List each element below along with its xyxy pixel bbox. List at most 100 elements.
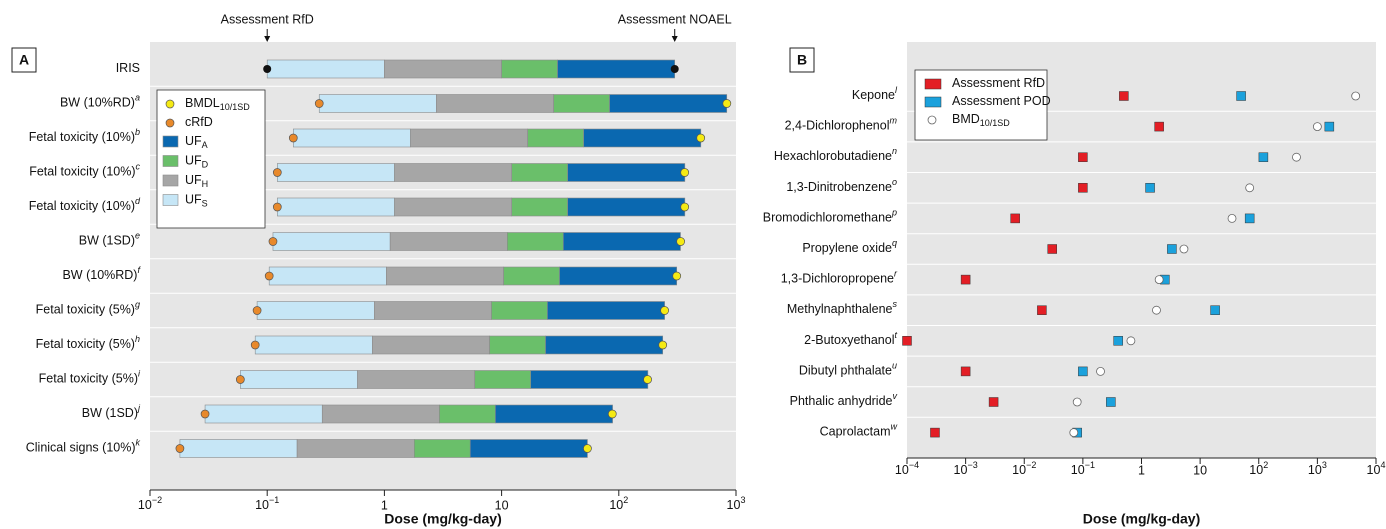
category-label: BW (1SD)j [82, 403, 141, 420]
category-note: s [893, 300, 898, 310]
uf-segment [491, 301, 548, 320]
legend-swatch [924, 78, 942, 90]
category-label: Caprolactamw [820, 422, 898, 439]
legend-label-main: cRfD [185, 115, 213, 129]
x-tick-label: 1 [381, 498, 388, 512]
tick-base: 10 [609, 498, 623, 512]
category-label: Methylnaphthalenes [787, 300, 898, 317]
marker-dot [268, 237, 278, 246]
uf-segment [394, 197, 513, 217]
square-marker [1113, 336, 1123, 346]
category-label: 2-Butoxyethanolt [804, 330, 897, 347]
square-marker [1037, 305, 1047, 315]
category-name: Fetal toxicity (5%) [36, 337, 135, 351]
uf-segment [436, 94, 554, 113]
x-tick-label: 10 [1193, 463, 1207, 477]
uf-segment [357, 370, 476, 389]
marker-dot [676, 237, 685, 246]
tick-exponent: 3 [1322, 460, 1327, 470]
legend-label-main: UF [185, 193, 202, 207]
arrow-head [671, 36, 678, 42]
legend-label-sub: H [202, 179, 209, 189]
x-tick-label: 103 [727, 495, 746, 512]
uf-segment [527, 128, 584, 148]
uf-segment [553, 94, 610, 113]
category-note: j [137, 403, 141, 413]
marker-dot [200, 409, 210, 419]
category-name: BW (10%RD) [62, 268, 137, 282]
uf-segment [547, 301, 665, 320]
category-name: Clinical signs (10%) [26, 441, 136, 455]
tick-base: 10 [138, 498, 152, 512]
uf-segment [373, 301, 492, 320]
uf-segment [386, 266, 504, 286]
x-tick-label: 102 [1249, 460, 1268, 477]
square-marker [1167, 244, 1177, 254]
dot-marker [1152, 305, 1161, 315]
assessment-dot [670, 65, 679, 73]
category-name: Bromodichloromethane [763, 211, 892, 225]
x-axis-title: Dose (mg/kg-day) [1083, 511, 1200, 527]
category-name: Propylene oxide [802, 241, 892, 255]
category-label: Fetal toxicity (5%)i [39, 369, 141, 386]
x-tick-label: 10−4 [895, 460, 919, 477]
category-name: Fetal toxicity (10%) [29, 130, 135, 144]
dot-marker [1351, 91, 1361, 101]
category-name: Hexachlorobutadiene [774, 149, 892, 163]
tick-base: 10 [1012, 463, 1026, 477]
panel-box [789, 47, 815, 73]
tick-base: 10 [954, 463, 968, 477]
legend-swatch [162, 194, 179, 206]
category-label: BW (1SD)e [79, 231, 140, 248]
category-label: Dibutyl phthalateu [799, 361, 897, 378]
tick-exponent: 3 [740, 495, 745, 505]
dot-marker [1245, 183, 1255, 193]
legend-label-sub: S [202, 199, 208, 209]
uf-segment [557, 59, 676, 79]
category-name: 1,3-Dinitrobenzene [786, 180, 892, 194]
category-note: r [894, 269, 898, 279]
uf-segment [318, 94, 437, 113]
x-tick-label: 10−2 [138, 495, 162, 512]
legend-label-sub: 10/1SD [220, 102, 251, 112]
square-marker [930, 427, 940, 438]
uf-segment [530, 370, 649, 389]
uf-segment [384, 59, 502, 79]
category-name: Fetal toxicity (5%) [39, 372, 138, 386]
uf-segment [559, 266, 678, 286]
square-marker [988, 397, 999, 407]
uf-segment [495, 404, 613, 424]
uf-segment [501, 59, 558, 79]
square-marker [1010, 213, 1020, 224]
legend-swatch [162, 174, 179, 187]
dot-marker [1069, 428, 1079, 438]
dot-marker [1227, 213, 1237, 223]
marker-dot [643, 375, 652, 384]
category-note: n [892, 147, 897, 157]
uf-segment [439, 404, 496, 424]
category-name: 1,3-Dichloropropene [781, 272, 894, 286]
category-note: w [891, 422, 898, 432]
x-axis-title: Dose (mg/kg-day) [384, 511, 501, 527]
uf-segment [296, 439, 415, 458]
marker-dot [272, 202, 282, 212]
uf-segment [394, 163, 513, 182]
category-label: Fetal toxicity (5%)h [36, 334, 140, 351]
category-label: 1,3-Dichloropropener [781, 269, 898, 286]
dot-marker [1096, 366, 1105, 376]
square-marker [1324, 121, 1335, 132]
tick-base: 10 [1071, 463, 1085, 477]
marker-dot [658, 340, 668, 350]
category-note: p [891, 208, 897, 218]
x-tick-label: 102 [609, 495, 628, 512]
arrow-head [264, 36, 271, 42]
tick-base: 10 [1249, 463, 1263, 477]
category-note: q [892, 238, 897, 248]
legend-marker [165, 99, 175, 109]
marker-dot [264, 271, 274, 281]
category-label: 2,4-Dichlorophenolm [785, 116, 898, 133]
uf-segment [240, 370, 358, 389]
category-note: t [894, 330, 897, 340]
category-note: v [893, 391, 898, 401]
uf-segment [372, 335, 490, 355]
